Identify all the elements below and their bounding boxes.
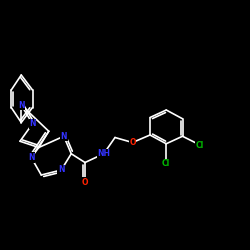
Text: Cl: Cl [196, 140, 204, 149]
Text: N: N [18, 100, 25, 110]
Text: N: N [58, 166, 64, 174]
Text: N: N [28, 153, 34, 162]
Text: Cl: Cl [162, 159, 170, 168]
Text: NH: NH [97, 149, 110, 158]
Text: N: N [60, 132, 67, 141]
Text: N: N [29, 119, 36, 128]
Text: O: O [129, 138, 136, 147]
Text: O: O [82, 178, 88, 187]
